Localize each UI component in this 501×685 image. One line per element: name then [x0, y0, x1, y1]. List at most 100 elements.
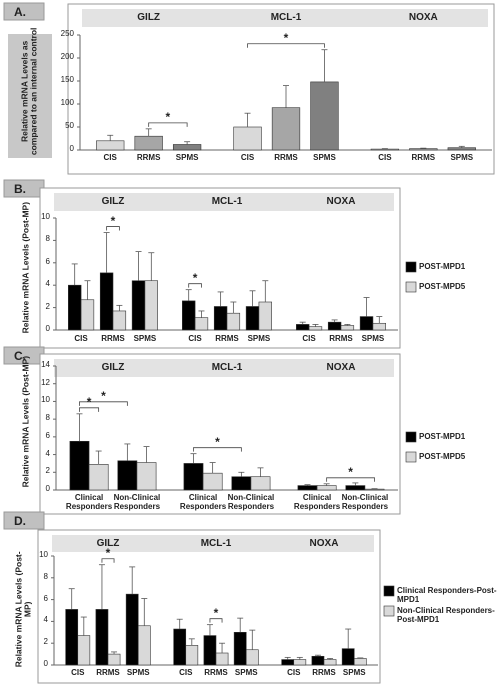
legend-swatch — [405, 431, 417, 443]
bar — [233, 126, 262, 151]
x-tick-label: CIS — [240, 153, 255, 162]
bar — [183, 463, 204, 491]
y-tick-label: 14 — [41, 360, 50, 369]
x-tick-label: SPMS — [361, 334, 385, 343]
bar — [409, 148, 438, 151]
group-header-band — [54, 193, 394, 211]
x-tick-label: SPMS — [175, 153, 199, 162]
x-tick-label: CIS — [302, 334, 316, 343]
y-tick-label: 2 — [43, 637, 48, 647]
bar — [250, 476, 271, 491]
x-tick-label: CIS — [188, 334, 202, 343]
bar — [96, 140, 125, 151]
x-tick-label: Non-Clinical Responders — [227, 493, 275, 511]
bar — [370, 148, 400, 151]
y-tick-label: 100 — [60, 98, 74, 107]
bar — [95, 609, 109, 666]
significance-label: * — [105, 545, 111, 560]
group-title: GILZ — [101, 362, 125, 373]
x-tick-label: RRMS — [312, 668, 336, 677]
bar — [131, 280, 146, 331]
significance-bracket — [193, 447, 242, 452]
x-tick-label: RRMS — [274, 153, 298, 162]
y-axis-label: Relative mRNA Levels as compared to an i… — [19, 27, 39, 155]
y-tick-label: 6 — [43, 593, 48, 603]
group-header-band — [82, 9, 488, 27]
bar — [323, 659, 337, 666]
group-header-band — [52, 535, 374, 552]
x-tick-label: RRMS — [329, 334, 353, 343]
x-tick-label: RRMS — [136, 153, 161, 162]
bar — [364, 488, 385, 491]
x-tick-label: SPMS — [234, 668, 258, 677]
bar — [215, 652, 229, 666]
group-title: GILZ — [101, 196, 125, 207]
bar — [345, 485, 366, 491]
bar — [202, 472, 223, 491]
bar — [308, 326, 323, 331]
x-tick-label: CIS — [74, 334, 88, 343]
x-tick-label: CIS — [378, 153, 392, 162]
y-tick-label: 10 — [41, 395, 50, 405]
y-tick-label: 6 — [45, 256, 50, 266]
ylabel-box — [8, 34, 52, 158]
y-tick-label: 0 — [43, 659, 48, 668]
group-header-band — [54, 359, 394, 377]
y-tick-label: 4 — [45, 279, 50, 289]
significance-label: * — [283, 30, 289, 45]
bar — [136, 462, 157, 491]
bar — [88, 464, 109, 491]
panel-label: B. — [14, 182, 26, 196]
y-tick-label: 0 — [45, 324, 50, 333]
legend-label: POST-MPD5 — [419, 452, 466, 461]
legend-label: Clinical Responders-Post-MPD1 — [397, 586, 497, 604]
bar — [311, 655, 325, 666]
bar — [125, 593, 139, 666]
bar — [69, 440, 90, 491]
bar — [359, 316, 374, 331]
bar — [327, 321, 342, 331]
y-tick-label: 0 — [69, 144, 74, 153]
x-tick-label: Clinical Responders — [293, 493, 341, 511]
x-tick-label: Non-Clinical Responders — [341, 493, 389, 511]
bar — [281, 659, 295, 666]
bar — [80, 299, 95, 331]
bar — [77, 635, 91, 666]
bar — [447, 147, 476, 151]
bar — [182, 300, 196, 331]
legend-label: POST-MPD1 — [419, 262, 466, 271]
legend-label: POST-MPD1 — [419, 432, 466, 441]
bar — [173, 628, 187, 666]
bar — [271, 107, 301, 151]
x-tick-label: RRMS — [204, 668, 228, 677]
x-tick-label: CIS — [179, 668, 193, 677]
panel-label: D. — [14, 514, 26, 528]
bar — [316, 485, 337, 491]
panel-label-box — [3, 511, 45, 530]
bar — [107, 653, 121, 666]
bar — [172, 144, 202, 151]
significance-bracket — [106, 226, 120, 231]
y-tick-label: 250 — [60, 29, 74, 38]
significance-bracket — [79, 407, 100, 412]
x-tick-label: SPMS — [133, 334, 157, 343]
bar — [134, 135, 163, 151]
significance-label: * — [86, 394, 92, 409]
x-tick-label: RRMS — [101, 334, 125, 343]
significance-bracket — [209, 618, 223, 623]
bar — [203, 635, 217, 666]
significance-bracket — [101, 558, 115, 563]
significance-label: * — [165, 109, 171, 124]
panel-label-box — [3, 2, 45, 21]
group-title: NOXA — [326, 362, 356, 373]
x-tick-label: CIS — [103, 153, 117, 162]
significance-label: * — [101, 388, 106, 403]
bar — [137, 625, 151, 666]
significance-bracket — [188, 283, 202, 288]
bar — [65, 609, 79, 666]
bar — [293, 659, 307, 666]
x-tick-label: CIS — [71, 668, 85, 677]
x-tick-label: RRMS — [411, 153, 436, 162]
